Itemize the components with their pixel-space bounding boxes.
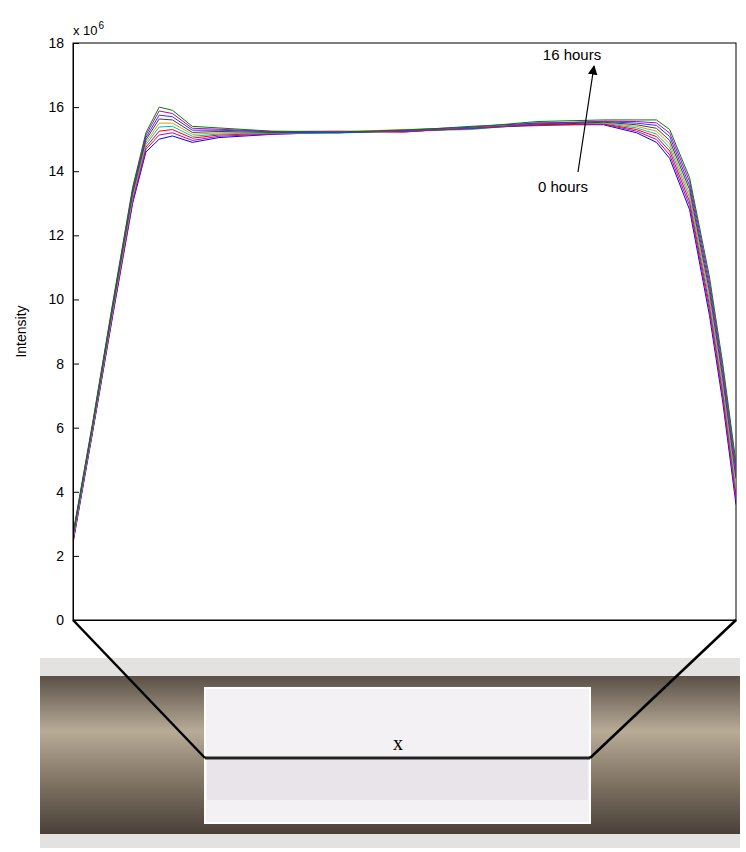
series-line — [73, 115, 736, 536]
sample-band — [207, 760, 588, 800]
plot-frame — [73, 43, 736, 620]
series-line — [73, 122, 736, 538]
y-tick: 2 — [56, 548, 79, 564]
figure: 024681012141618Intensityx 10616 hours0 h… — [0, 0, 746, 852]
y-tick: 10 — [48, 291, 79, 307]
series-line — [73, 107, 736, 533]
y-exponent-base: x 10 — [73, 23, 98, 38]
y-tick: 4 — [56, 484, 79, 500]
y-tick: 8 — [56, 356, 79, 372]
series-line — [73, 123, 736, 539]
photo: x — [40, 658, 740, 848]
series-line — [73, 119, 736, 537]
y-tick-label: 16 — [48, 99, 64, 115]
y-tick-mark — [73, 556, 79, 557]
y-exponent: x 106 — [73, 20, 105, 38]
annotation: 16 hours — [543, 46, 601, 63]
y-axis-line — [73, 44, 74, 621]
y-tick-label: 10 — [48, 291, 64, 307]
photo-background — [40, 658, 740, 848]
y-tick-label: 14 — [48, 163, 64, 179]
series-line — [73, 125, 736, 543]
y-tick-label: 12 — [48, 227, 64, 243]
lines — [73, 107, 736, 543]
y-exponent-power: 6 — [99, 20, 105, 31]
y-tick-mark — [73, 235, 79, 236]
connector — [73, 620, 205, 758]
y-tick-mark — [73, 299, 79, 300]
series-line — [73, 111, 736, 535]
x-axis-line — [74, 620, 737, 621]
y-tick: 6 — [56, 420, 79, 436]
y-tick-mark — [73, 171, 79, 172]
series-line — [73, 124, 736, 541]
y-tick-mark — [73, 364, 79, 365]
series-line — [73, 123, 736, 542]
y-tick-mark — [73, 492, 79, 493]
profile-label: x — [393, 732, 403, 754]
rod — [40, 676, 740, 834]
connector — [590, 620, 736, 758]
y-tick: 12 — [48, 227, 79, 243]
y-tick-label: 4 — [56, 484, 64, 500]
y-tick-label: 8 — [56, 356, 64, 372]
annotation-arrow — [578, 66, 594, 172]
y-axis-title: Intensity — [13, 305, 29, 357]
profile-line — [205, 757, 590, 760]
y-tick: 16 — [48, 99, 79, 115]
y-axis: 0 2 4 6 8 10 12 14 16 18 — [48, 35, 79, 628]
y-tick-mark — [73, 43, 79, 44]
sample-window — [205, 688, 590, 823]
y-tick: 14 — [48, 163, 79, 179]
y-tick-label: 6 — [56, 420, 64, 436]
annotation: 0 hours — [538, 178, 588, 195]
y-tick-label: 2 — [56, 548, 64, 564]
y-tick: 0 — [56, 612, 79, 628]
y-tick-mark — [73, 428, 79, 429]
y-tick-label: 0 — [56, 612, 64, 628]
x-axis — [74, 620, 737, 621]
y-tick-label: 18 — [48, 35, 64, 51]
y-tick-mark — [73, 107, 79, 108]
